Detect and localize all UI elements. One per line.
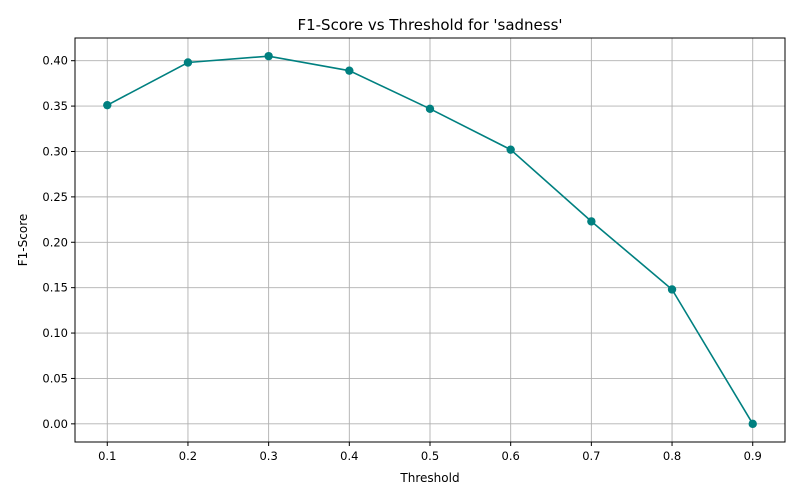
x-tick-label: 0.5 xyxy=(421,449,439,463)
x-tick-label: 0.1 xyxy=(98,449,116,463)
x-tick-label: 0.3 xyxy=(259,449,277,463)
x-axis-label: Threshold xyxy=(399,471,459,485)
x-tick-label: 0.9 xyxy=(744,449,762,463)
data-point xyxy=(345,66,354,75)
chart-title: F1-Score vs Threshold for 'sadness' xyxy=(297,16,562,34)
data-point xyxy=(183,58,193,67)
data-point xyxy=(587,217,596,226)
x-tick-label: 0.8 xyxy=(663,449,681,463)
x-tick-label: 0.4 xyxy=(340,449,358,463)
data-point xyxy=(264,51,273,61)
data-point xyxy=(748,419,757,429)
series-layer xyxy=(103,51,757,429)
y-tick-label: 0.40 xyxy=(42,54,68,68)
y-tick-label: 0.20 xyxy=(42,235,68,249)
data-point xyxy=(506,145,515,154)
data-point xyxy=(667,285,677,294)
y-tick-label: 0.15 xyxy=(42,281,68,295)
data-point xyxy=(103,100,112,110)
x-tick-label: 0.6 xyxy=(502,449,520,463)
tick-layer: 0.1 0.2 0.3 0.4 0.5 0.6 0.7 0.8 0.9 0.00 0.05 0.10 0… xyxy=(42,54,761,463)
y-tick-label: 0.30 xyxy=(42,144,68,158)
y-tick-label: 0.25 xyxy=(42,190,68,204)
y-axis-label: F1-Score xyxy=(16,214,30,266)
y-tick-label: 0.00 xyxy=(42,417,68,431)
x-tick-label: 0.2 xyxy=(179,449,197,463)
plot-frame xyxy=(74,37,786,443)
y-tick-label: 0.35 xyxy=(42,99,68,113)
grid-layer xyxy=(75,38,785,442)
y-tick-label: 0.10 xyxy=(42,326,68,340)
x-tick-label: 0.7 xyxy=(582,449,600,463)
y-tick-label: 0.05 xyxy=(42,371,68,385)
data-point xyxy=(425,104,435,114)
